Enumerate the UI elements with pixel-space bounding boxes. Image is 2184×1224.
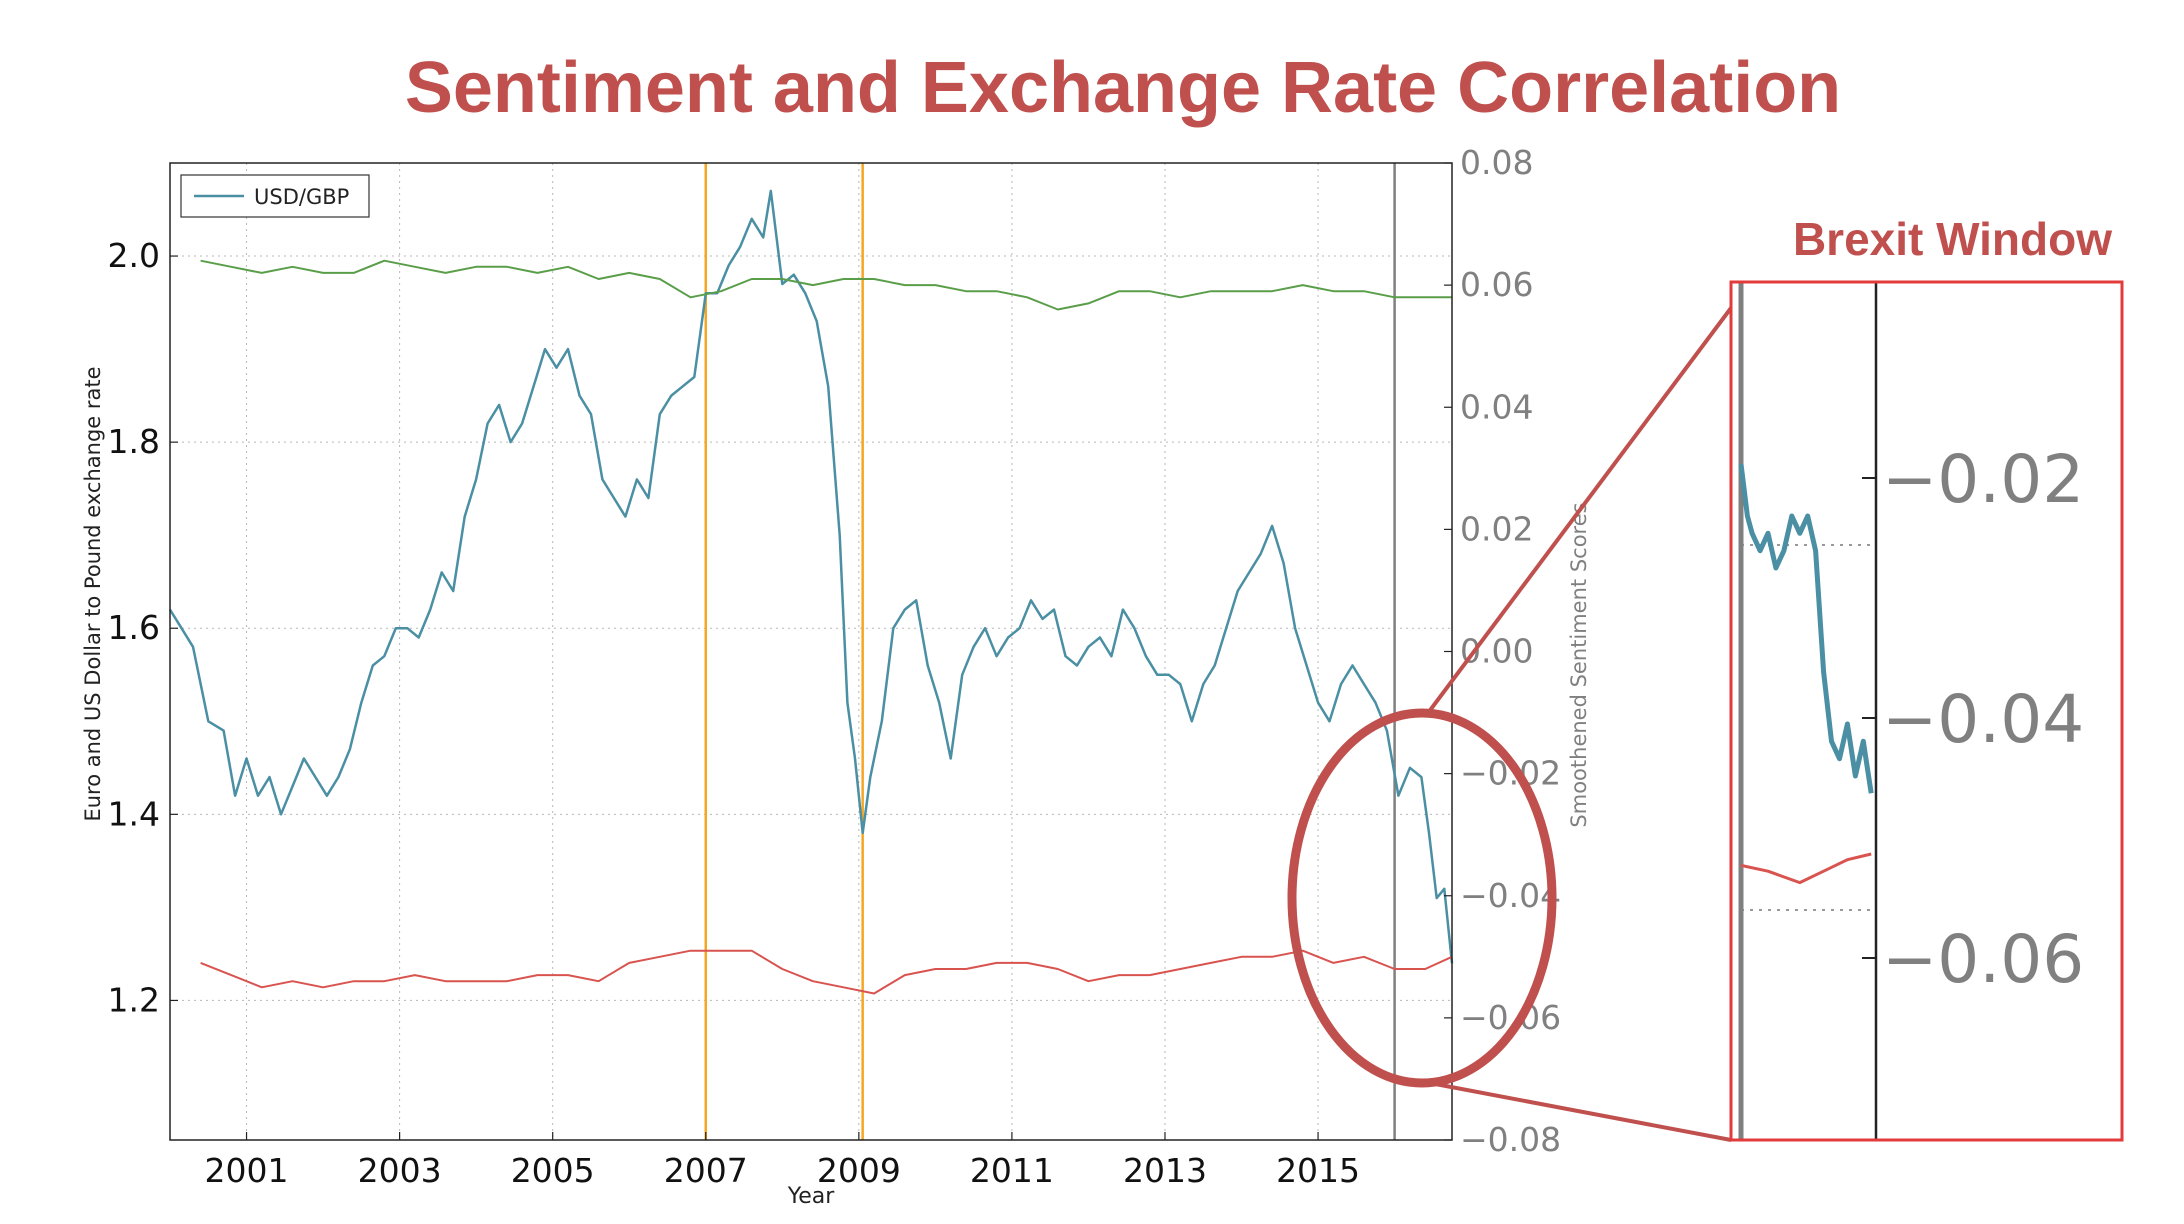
legend: USD/GBP bbox=[180, 174, 370, 218]
x-tick-label: 2015 bbox=[1276, 1151, 1360, 1190]
event-lines bbox=[704, 163, 1396, 1140]
y-axis-label: Euro and US Dollar to Pound exchange rat… bbox=[81, 366, 105, 821]
y-right-tick-label: 0.04 bbox=[1460, 387, 1533, 426]
page-title: Sentiment and Exchange Rate Correlation bbox=[405, 48, 1841, 128]
brexit-inset: −0.02 −0.04 −0.06 bbox=[1738, 282, 2084, 1140]
inset-title: Brexit Window bbox=[1793, 213, 2112, 265]
y-tick-label: 2.0 bbox=[108, 236, 160, 275]
callout-connector-bottom bbox=[1429, 1081, 1732, 1142]
inset-series-usd-gbp bbox=[1738, 463, 1874, 794]
x-tick-label: 2007 bbox=[664, 1151, 748, 1190]
x-tick-label: 2001 bbox=[205, 1151, 289, 1190]
series-sentiment-green bbox=[200, 259, 1452, 311]
y-tick-label: 1.2 bbox=[108, 980, 160, 1019]
series-sentiment-red bbox=[200, 949, 1453, 995]
brexit-highlight-ellipse bbox=[1287, 708, 1557, 1088]
y-right-tick-label: −0.04 bbox=[1460, 876, 1561, 915]
callout-connector-top bbox=[1426, 306, 1733, 715]
y-axis-ticks: 1.2 1.4 1.6 1.8 2.0 bbox=[108, 236, 178, 1019]
inset-frame bbox=[1729, 280, 2124, 1142]
y-tick-label: 1.8 bbox=[108, 422, 160, 461]
y-tick-label: 1.6 bbox=[108, 608, 160, 647]
y-right-tick-label: −0.08 bbox=[1460, 1120, 1561, 1159]
inset-y-tick-label: −0.06 bbox=[1882, 921, 2084, 998]
x-tick-label: 2005 bbox=[511, 1151, 595, 1190]
inset-series-red bbox=[1740, 852, 1872, 885]
y-right-tick-label: 0.02 bbox=[1460, 509, 1533, 548]
y-right-tick-label: 0.00 bbox=[1460, 632, 1533, 671]
inset-y-tick-label: −0.04 bbox=[1882, 681, 2084, 758]
x-tick-label: 2011 bbox=[970, 1151, 1054, 1190]
x-tick-label: 2003 bbox=[358, 1151, 442, 1190]
inset-y-tick-label: −0.02 bbox=[1882, 441, 2084, 518]
series-usd-gbp bbox=[168, 189, 1454, 964]
x-tick-label: 2009 bbox=[817, 1151, 901, 1190]
y-tick-label: 1.4 bbox=[108, 794, 160, 833]
x-axis-label: Year bbox=[787, 1184, 836, 1209]
y-right-tick-label: 0.08 bbox=[1460, 143, 1533, 182]
series-lines bbox=[168, 189, 1454, 995]
x-axis-ticks: 2001 2003 2005 2007 2009 2011 2013 2015 bbox=[205, 1132, 1360, 1190]
y-right-axis-label: Smoothened Sentiment Scores bbox=[1567, 502, 1591, 827]
y-right-tick-label: 0.06 bbox=[1460, 265, 1533, 304]
y-right-axis-ticks: −0.08−0.06−0.04−0.020.000.020.040.060.08 bbox=[1444, 143, 1561, 1159]
x-tick-label: 2013 bbox=[1123, 1151, 1207, 1190]
legend-label-usd-gbp: USD/GBP bbox=[254, 185, 349, 209]
